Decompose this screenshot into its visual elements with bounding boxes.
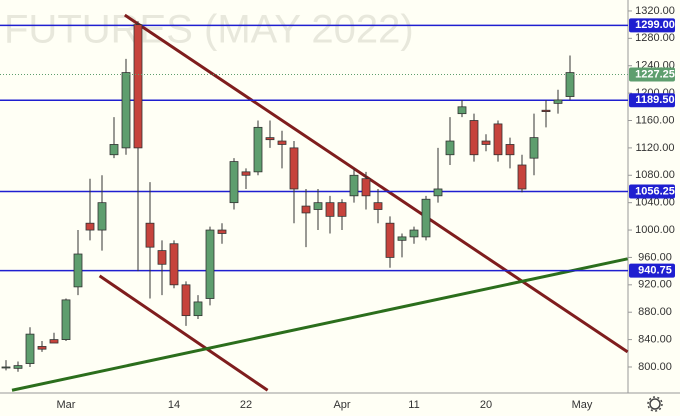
candle-body: [565, 72, 575, 97]
candle-body: [433, 188, 443, 197]
candle-body: [241, 171, 251, 176]
level-label: 1189.50: [635, 94, 674, 106]
candle-body: [157, 250, 167, 265]
level-label: 1056.25: [635, 185, 675, 197]
candle-body: [277, 140, 287, 145]
settings-icon[interactable]: [647, 396, 663, 412]
candle-body: [121, 72, 131, 149]
candle-body: [205, 229, 215, 299]
y-tick-label: 880.00: [638, 306, 672, 318]
level-label-box: [629, 18, 675, 33]
candle-body: [265, 137, 275, 141]
last-price-box: [629, 67, 675, 82]
candle-body: [61, 299, 71, 340]
candle-body: [289, 147, 299, 190]
y-tick-label: 920.00: [638, 279, 672, 291]
candle-body: [253, 126, 263, 173]
candle-body: [361, 178, 371, 197]
y-tick-label: 1040.00: [635, 197, 675, 209]
candle-body: [373, 202, 383, 210]
candle-body: [421, 198, 431, 238]
x-tick-label: Apr: [333, 399, 350, 411]
candle-body: [49, 339, 59, 344]
candle-body: [145, 222, 155, 248]
candle-body: [517, 164, 527, 190]
y-tick-label: 800.00: [638, 361, 672, 373]
candle-body: [481, 140, 491, 145]
candle-body: [445, 140, 455, 156]
candle-body: [541, 109, 551, 113]
last-price-label: 1227.25: [635, 68, 675, 80]
candle-body: [529, 137, 539, 159]
candle-body: [217, 229, 227, 234]
candle-body: [397, 236, 407, 241]
candle-body: [73, 253, 83, 288]
level-label: 1299.00: [635, 19, 675, 31]
level-label-box: [629, 93, 675, 108]
candle-body: [85, 222, 95, 231]
candle-body: [109, 144, 119, 156]
watermark: FUTURES (MAY 2022): [4, 8, 414, 52]
candle-body: [409, 229, 419, 238]
y-tick-label: 1000.00: [635, 224, 675, 236]
candle-body: [505, 144, 515, 156]
y-tick-label: 1160.00: [636, 114, 675, 126]
x-tick-label: Mar: [57, 399, 76, 411]
y-tick-label: 840.00: [638, 334, 672, 346]
level-label: 940.75: [638, 265, 672, 277]
candle-body: [1, 366, 11, 369]
candle-body: [97, 202, 107, 231]
candle-body: [337, 202, 347, 217]
candle-body: [301, 205, 311, 214]
x-tick-label: 11: [408, 399, 419, 411]
y-tick-label: 1080.00: [635, 169, 675, 181]
candle-body: [313, 202, 323, 210]
y-tick-label: 1120.00: [636, 142, 675, 154]
candle-body: [37, 346, 47, 350]
candle-body: [457, 106, 467, 115]
x-tick-label: 14: [168, 399, 180, 411]
candle-body: [553, 99, 563, 104]
candle-body: [193, 301, 203, 317]
level-label-box: [629, 184, 675, 199]
x-tick-label: May: [572, 399, 593, 411]
candle-body: [469, 120, 479, 156]
trendline: [98, 274, 269, 392]
trendline: [123, 13, 629, 354]
candle-body: [349, 174, 359, 197]
x-tick-label: 20: [480, 399, 492, 411]
candle-body: [133, 24, 143, 149]
candle-body: [181, 284, 191, 317]
candle-body: [493, 123, 503, 156]
trendline: [11, 257, 628, 392]
y-tick-label: 1320.00: [635, 5, 675, 17]
candle-body: [169, 243, 179, 286]
candle-body: [25, 333, 35, 364]
candle-body: [13, 365, 23, 369]
x-tick-label: 22: [240, 399, 252, 411]
candle-body: [325, 202, 335, 217]
candle-body: [229, 161, 239, 204]
candle-body: [385, 222, 395, 258]
level-label-box: [629, 263, 675, 278]
y-tick-label: 1280.00: [635, 32, 675, 44]
y-tick-label: 960.00: [638, 251, 672, 263]
